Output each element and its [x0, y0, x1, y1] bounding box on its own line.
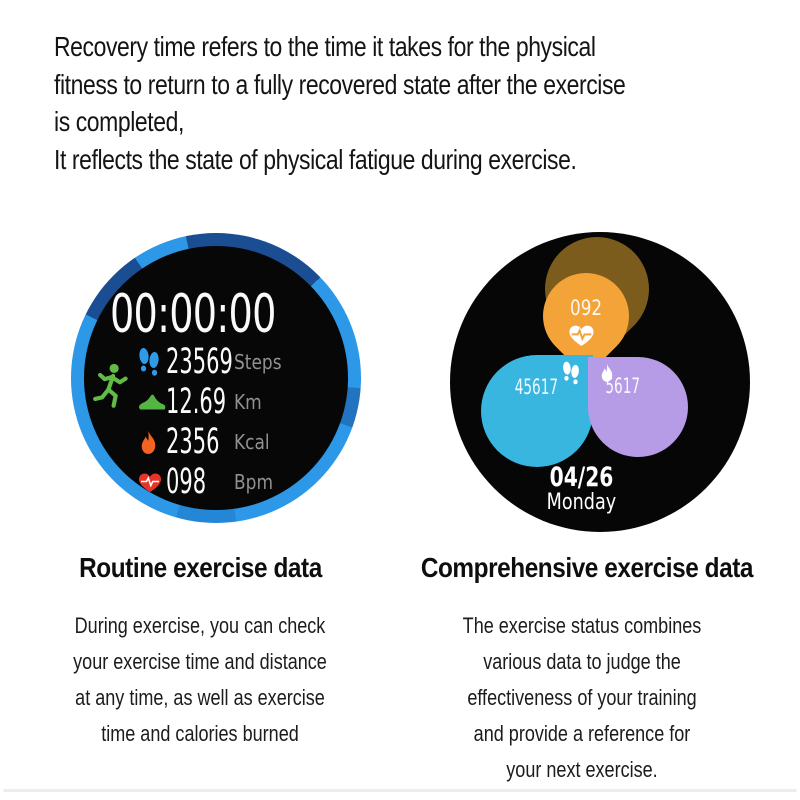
- steps-unit: Steps: [234, 350, 282, 374]
- watch-date: 04/26: [550, 462, 614, 493]
- flame-icon: [601, 363, 613, 382]
- calories-reading: 5617: [605, 374, 641, 398]
- comprehensive-section-heading: Comprehensive exercise data: [420, 552, 754, 583]
- body-line: During exercise, you can check: [74, 613, 326, 638]
- intro-text: Recovery time refers to the time it take…: [54, 28, 794, 178]
- body-line: your exercise time and distance: [73, 649, 327, 674]
- runner-icon: [93, 363, 128, 408]
- body-line: The exercise status combines: [462, 613, 702, 638]
- heart-rate-value: 098: [166, 462, 207, 502]
- routine-watch: 00:00:00: [71, 233, 361, 523]
- metric-row-heart-rate: 098 Bpm: [138, 462, 338, 502]
- heart-pulse-icon: [569, 325, 594, 346]
- distance-value: 12.69: [166, 382, 227, 422]
- body-line: time and calories burned: [101, 721, 299, 746]
- steps-reading: 45617: [514, 375, 558, 399]
- calories-unit: Kcal: [234, 430, 270, 454]
- distance-unit: Km: [234, 390, 262, 414]
- calories-value: 2356: [166, 422, 220, 462]
- intro-line: It reflects the state of physical fatigu…: [54, 143, 577, 175]
- metric-list: 23569 Steps 12.69 Km 2356 Kcal: [138, 342, 338, 502]
- footprints-icon: [139, 348, 159, 376]
- intro-line: Recovery time refers to the time it take…: [54, 31, 596, 62]
- intro-line: fitness to return to a fully recovered s…: [54, 68, 626, 100]
- body-line: and provide a reference for: [473, 721, 691, 746]
- routine-section: Routine exercise data During exercise, y…: [18, 552, 382, 752]
- comprehensive-section: Comprehensive exercise data The exercise…: [396, 552, 768, 788]
- body-line: at any time, as well as exercise: [75, 685, 325, 710]
- metric-row-distance: 12.69 Km: [138, 382, 338, 422]
- body-line: various data to judge the: [483, 649, 681, 674]
- heart-rate-reading: 092: [569, 296, 603, 320]
- steps-value: 23569: [166, 342, 233, 382]
- footprints-icon: [563, 361, 579, 385]
- routine-watch-face: 00:00:00: [84, 246, 348, 510]
- comprehensive-section-body: The exercise status combines various dat…: [396, 608, 768, 788]
- heart-pulse-icon: [139, 473, 161, 492]
- body-line: your next exercise.: [506, 757, 658, 782]
- watch-weekday: Monday: [546, 490, 616, 515]
- comprehensive-watch: 092 45617 5617 04/26 Monday: [450, 232, 750, 532]
- bottom-divider: [3, 789, 797, 792]
- shoe-icon: [139, 394, 166, 410]
- intro-line: is completed,: [54, 106, 184, 137]
- flame-icon: [141, 430, 156, 454]
- body-line: effectiveness of your training: [467, 685, 697, 710]
- routine-section-body: During exercise, you can check your exer…: [18, 608, 382, 752]
- heart-rate-unit: Bpm: [234, 470, 274, 494]
- routine-section-heading: Routine exercise data: [78, 552, 322, 583]
- metric-row-calories: 2356 Kcal: [138, 422, 338, 462]
- stopwatch-time: 00:00:00: [110, 284, 276, 345]
- metric-row-steps: 23569 Steps: [138, 342, 338, 382]
